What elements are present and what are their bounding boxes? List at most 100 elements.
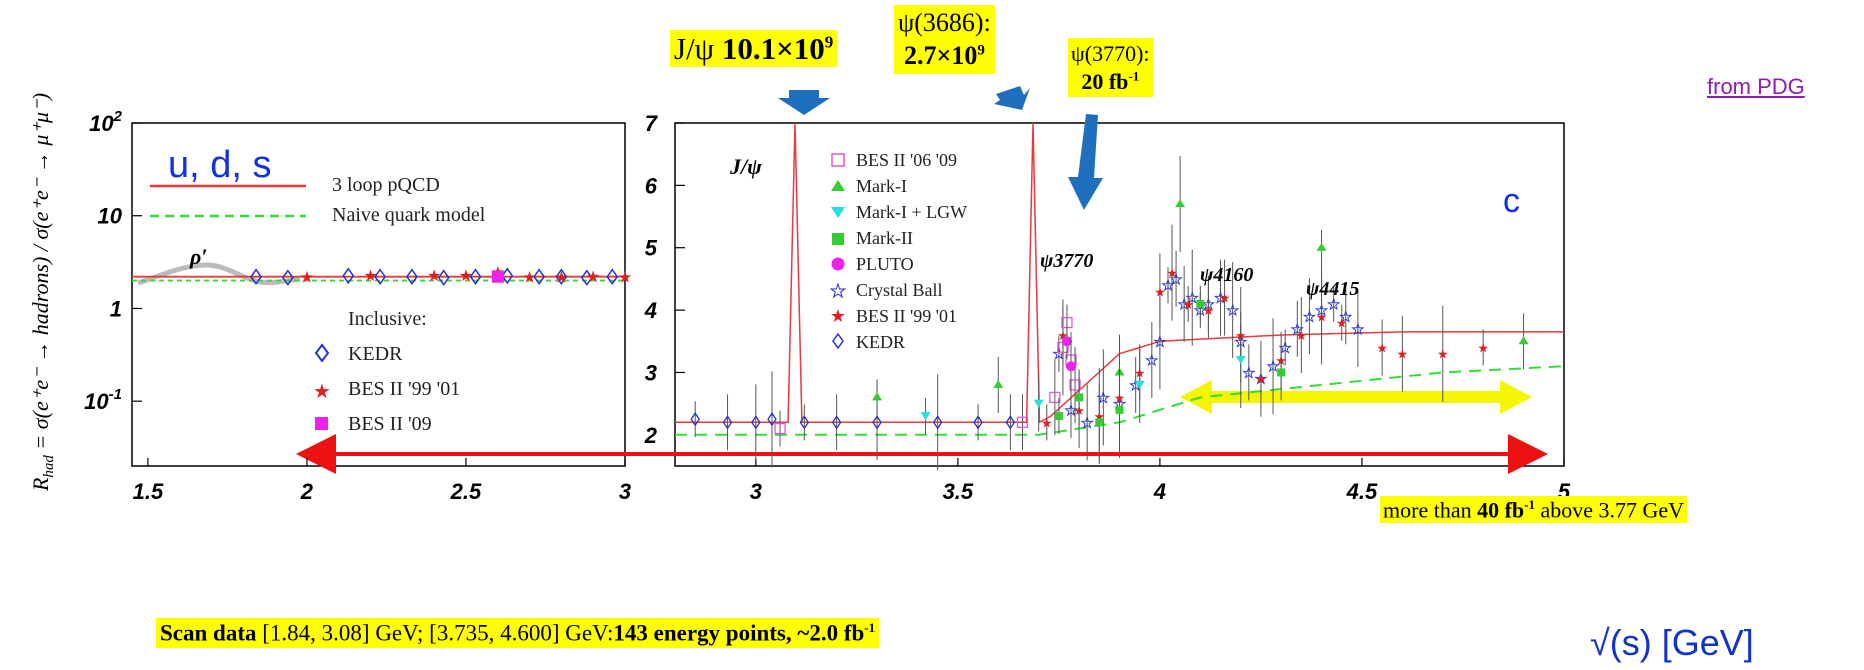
left-y-tick-label: 10 [98,204,123,229]
legend-pluto-marker [831,257,845,271]
right-kedr-point [1005,415,1016,430]
right-bes-ii-99-01-point: ★ [1477,341,1489,356]
legend-bes09-label: BES II '09 [348,413,432,435]
legend-marki-marker [831,180,845,191]
rho-prime-label: ρ′ [190,244,208,269]
right-crystal-ball-point: ★ [1170,273,1183,288]
legend-kedr-marker [314,343,330,363]
right-bes-ii-99-01-point: ★ [1336,316,1348,331]
left-bes9901-point: ★ [427,268,441,285]
left-x-tick-label: 1.5 [133,479,164,504]
peak-label-psi3770: ψ3770 [1040,250,1094,272]
right-y-tick-label: 6 [645,173,658,198]
right-bes-ii-99-01-point: ★ [1296,328,1308,343]
right-bes-ii-99-01-point: ★ [1041,415,1053,430]
left-bes9901-point: ★ [586,269,600,286]
left-bes9901-point: ★ [459,268,473,285]
right-bes-ii-99-01-point: ★ [1219,291,1231,306]
rho-prime-shape [137,262,301,286]
scan-data-ranges: [1.84, 3.08] GeV; [3.735, 4.600] GeV: [256,620,614,646]
left-bes9901-point: ★ [618,270,632,287]
right-bes-ii-99-01-point: ★ [1182,297,1194,312]
high-energy-note-suffix: above 3.77 GeV [1535,497,1685,523]
psi3770-lumi: 20 fb [1081,68,1129,94]
right-kedr-point [751,415,761,430]
right-crystal-ball-point: ★ [1097,391,1110,406]
right-crystal-ball-point: ★ [1267,360,1280,375]
right-crystal-ball-point: ★ [1065,404,1078,419]
right-crystal-ball-point: ★ [1154,335,1167,350]
left-kedr-point [469,268,482,285]
left-kedr-point [281,269,294,286]
right-bes-ii-06-09-point [1069,379,1081,391]
left-x-tick-label: 2.5 [450,479,482,504]
right-kedr-point [872,415,882,430]
left-kedr-point [374,268,387,285]
right-bes-ii-99-01-point: ★ [1154,284,1166,299]
psi3770-pointer-arrow [1068,114,1103,210]
right-bes-ii-06-09-point [1049,391,1061,404]
left-kedr-point [437,269,450,286]
right-legend-label-4: PLUTO [856,254,914,274]
legend-marki-lgw-marker [831,207,845,218]
psi3686-name: ψ(3686): [898,8,991,37]
psi3686-count-exponent: 9 [977,41,985,58]
right-y-tick-label: 7 [645,111,659,136]
left-bes9901-point: ★ [554,270,568,287]
right-y-tick-label: 5 [645,236,658,261]
psi3770-annotation: ψ(3770): 20 fb-1 [1068,38,1153,97]
right-kedr-point [932,415,943,430]
left-kedr-point [580,269,593,286]
legend-crystal-ball-marker: ★ [830,281,846,301]
right-crystal-ball-point: ★ [1243,366,1256,381]
right-y-tick-label: 2 [644,423,658,448]
right-mark-ii-point [1196,299,1205,308]
right-crystal-ball-point: ★ [1327,298,1340,313]
left-kedr-point [533,268,546,285]
left-kedr-point [501,267,514,285]
right-y-tick-label: 3 [645,360,657,385]
right-mark-i-lgw-point [1235,355,1246,364]
right-legend-label-6: BES II '99 '01 [856,306,957,326]
jpsi-annotation: J/ψ 10.1×109 [670,30,838,67]
right-bes-ii-99-01-point: ★ [1437,347,1449,362]
right-kedr-point [799,415,810,430]
right-y-tick-label: 4 [644,298,657,323]
left-bes9901-point: ★ [363,268,377,285]
charm-region-label: c [1503,182,1520,220]
left-bes9901-point: ★ [300,270,314,287]
psi3686-count: 2.7×10 [904,40,978,70]
psi3686-pointer-arrow [994,86,1030,110]
high-energy-range-arrow [1180,380,1532,414]
right-mark-i-lgw-point [1033,399,1044,408]
right-mark-i-point [1518,336,1529,345]
right-legend-markers: ★ ★ [829,153,847,350]
right-pluto-point [1066,361,1077,372]
right-crystal-ball-point: ★ [1162,279,1175,294]
right-bes-ii-99-01-point: ★ [1203,303,1215,318]
right-crystal-ball-point: ★ [1146,354,1159,369]
right-mark-i-point [1175,199,1186,208]
right-x-tick-label: 4 [1153,479,1166,504]
left-y-tick-label: 1 [110,296,122,321]
right-legend-label-7: KEDR [856,332,905,352]
right-legend-label-2: Mark-I + LGW [856,202,968,222]
right-bes-ii-99-01-point: ★ [1376,341,1388,356]
right-crystal-ball-point: ★ [1081,416,1094,431]
left-x-tick-label: 3 [619,479,631,504]
right-crystal-ball-point: ★ [1352,323,1365,338]
scan-data-exponent: -1 [864,620,876,635]
legend-kedr-label: KEDR [348,343,403,365]
legend-bes0609-marker [831,153,845,167]
right-crystal-ball-point: ★ [1178,298,1191,313]
left-bes09-point [491,270,504,283]
right-bes-ii-99-01-point: ★ [1397,347,1409,362]
right-legend-label-0: BES II '06 '09 [856,150,957,170]
from-pdg-link[interactable]: from PDG [1707,74,1805,99]
right-kedr-point [722,415,733,430]
left-kedr-point [342,267,355,285]
right-mark-ii-point [1277,368,1286,377]
left-kedr-point [250,268,262,285]
